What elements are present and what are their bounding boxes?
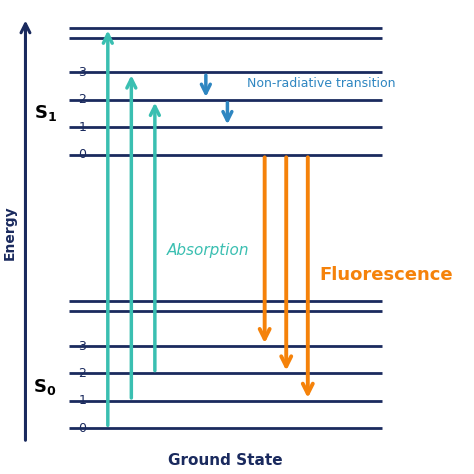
Text: Energy: Energy — [3, 206, 17, 260]
Text: 1: 1 — [78, 394, 86, 407]
Text: 2: 2 — [78, 367, 86, 380]
Text: 3: 3 — [78, 66, 86, 79]
Text: Non-radiative transition: Non-radiative transition — [247, 77, 395, 91]
Text: 0: 0 — [78, 422, 86, 435]
Text: Fluorescence: Fluorescence — [319, 266, 453, 284]
Text: 1: 1 — [78, 121, 86, 134]
Text: 2: 2 — [78, 93, 86, 106]
Text: $\mathbf{S_1}$: $\mathbf{S_1}$ — [34, 103, 56, 123]
Text: 3: 3 — [78, 339, 86, 353]
Text: Ground State: Ground State — [168, 453, 283, 468]
Text: $\mathbf{S_0}$: $\mathbf{S_0}$ — [33, 377, 57, 397]
Text: 0: 0 — [78, 148, 86, 161]
Text: Absorption: Absorption — [167, 243, 249, 258]
